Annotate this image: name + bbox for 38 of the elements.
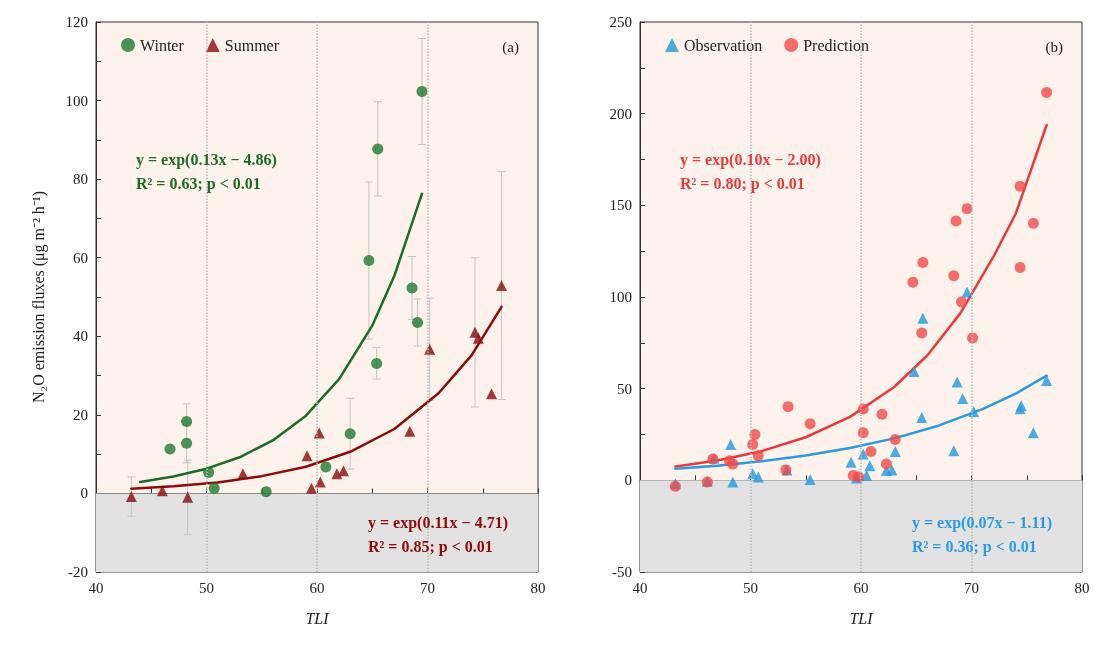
y-tick-label: 0	[624, 472, 632, 489]
x-tick-label: 70	[420, 579, 435, 596]
y-tick-label: -50	[612, 564, 632, 580]
x-tick-label: 80	[530, 579, 546, 596]
y-tick-label: 50	[617, 380, 632, 397]
x-axis-title: TLI	[305, 609, 330, 627]
legend-label: Observation	[684, 36, 763, 54]
y-tick-label: 40	[73, 328, 88, 345]
x-tick-label: 50	[743, 579, 758, 596]
y-tick-label: 20	[73, 406, 88, 423]
y-tick-label: 200	[609, 105, 632, 122]
x-axis-title: TLI	[849, 609, 874, 627]
y-tick-label: 60	[73, 249, 88, 266]
legend-label: Prediction	[803, 36, 869, 54]
legend-label: Summer	[224, 36, 280, 54]
y-tick-label: 100	[65, 92, 88, 109]
x-tick-label: 60	[309, 579, 325, 596]
text: (a)	[502, 38, 520, 56]
text: (b)	[1045, 38, 1064, 56]
y-axis-title: N₂O emission fluxes (μg m⁻² h⁻¹)	[29, 191, 48, 403]
x-tick-label: 60	[853, 579, 869, 596]
annotation: y = exp(0.13x − 4.86) R² = 0.63; p < 0.01	[136, 151, 277, 194]
annotation: y = exp(0.07x − 1.11) R² = 0.36; p < 0.01	[911, 513, 1053, 556]
y-tick-label: 0	[80, 485, 88, 502]
x-tick-label: 40	[88, 579, 104, 596]
y-tick-label: 80	[73, 171, 88, 188]
y-tick-label: 250	[609, 14, 632, 30]
y-tick-label: 150	[609, 197, 632, 214]
x-tick-label: 40	[632, 579, 648, 596]
x-tick-label: 70	[964, 579, 979, 596]
y-tick-label: -20	[68, 564, 88, 580]
y-tick-label: 100	[609, 289, 632, 305]
legend-label: Winter	[140, 36, 185, 54]
y-tick-label: 120	[65, 14, 88, 30]
annotation: y = exp(0.11x − 4.71) R² = 0.85; p < 0.01	[367, 513, 509, 556]
annotation: y = exp(0.10x − 2.00) R² = 0.80; p < 0.01	[680, 151, 821, 194]
x-tick-label: 50	[199, 579, 214, 596]
x-tick-label: 80	[1074, 579, 1090, 596]
